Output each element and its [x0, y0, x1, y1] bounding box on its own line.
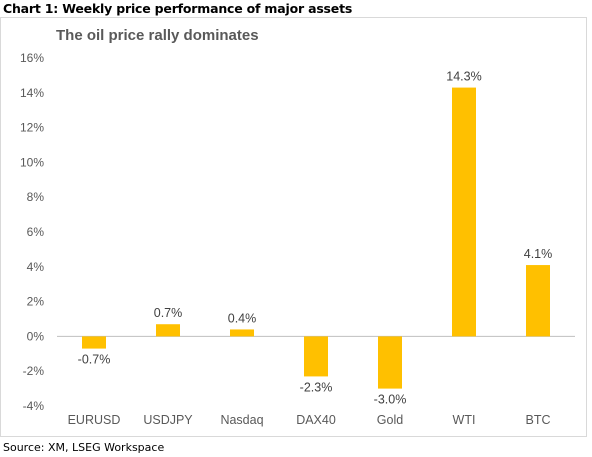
x-tick-label: DAX40	[296, 413, 336, 427]
bars	[82, 87, 550, 389]
y-tick-label: 12%	[20, 121, 44, 135]
x-axis: EURUSD USDJPY Nasdaq DAX40 Gold WTI BTC	[68, 413, 551, 427]
bar-gold	[378, 336, 402, 389]
chart-heading: Chart 1: Weekly price performance of maj…	[3, 1, 353, 16]
data-label: 0.4%	[228, 311, 257, 325]
y-tick-label: 0%	[27, 329, 45, 343]
data-label: -3.0%	[374, 393, 407, 407]
x-tick-label: Nasdaq	[220, 413, 263, 427]
y-tick-label: 10%	[20, 155, 44, 169]
data-label: 14.3%	[446, 70, 481, 84]
data-labels: -0.7% 0.7% 0.4% -2.3% -3.0% 14.3% 4.1%	[78, 70, 553, 407]
data-label: 4.1%	[524, 247, 553, 261]
data-label: -0.7%	[78, 353, 111, 367]
y-tick-label: 8%	[27, 190, 45, 204]
bar-btc	[526, 265, 550, 337]
x-tick-label: Gold	[377, 413, 403, 427]
x-tick-label: WTI	[453, 413, 476, 427]
bar-dax40	[304, 336, 328, 377]
bar-wti	[452, 87, 476, 337]
bar-usdjpy	[156, 324, 180, 337]
y-tick-label: 14%	[20, 86, 44, 100]
bar-nasdaq	[230, 329, 254, 337]
chart-title: The oil price rally dominates	[56, 27, 259, 44]
y-tick-label: -4%	[23, 399, 45, 413]
data-label: 0.7%	[154, 306, 183, 320]
source-note: Source: XM, LSEG Workspace	[3, 441, 165, 454]
y-tick-label: 2%	[27, 295, 45, 309]
y-tick-label: 6%	[27, 225, 45, 239]
y-tick-label: 16%	[20, 51, 44, 65]
y-tick-label: 4%	[27, 260, 45, 274]
x-tick-label: USDJPY	[143, 413, 193, 427]
data-label: -2.3%	[300, 380, 333, 394]
y-tick-label: -2%	[23, 364, 45, 378]
x-tick-label: BTC	[526, 413, 551, 427]
bar-eurusd	[82, 336, 106, 349]
x-tick-label: EURUSD	[68, 413, 121, 427]
chart-frame	[0, 17, 587, 437]
bar-chart: The oil price rally dominates -4% -2% 0% 2%…	[20, 27, 575, 427]
